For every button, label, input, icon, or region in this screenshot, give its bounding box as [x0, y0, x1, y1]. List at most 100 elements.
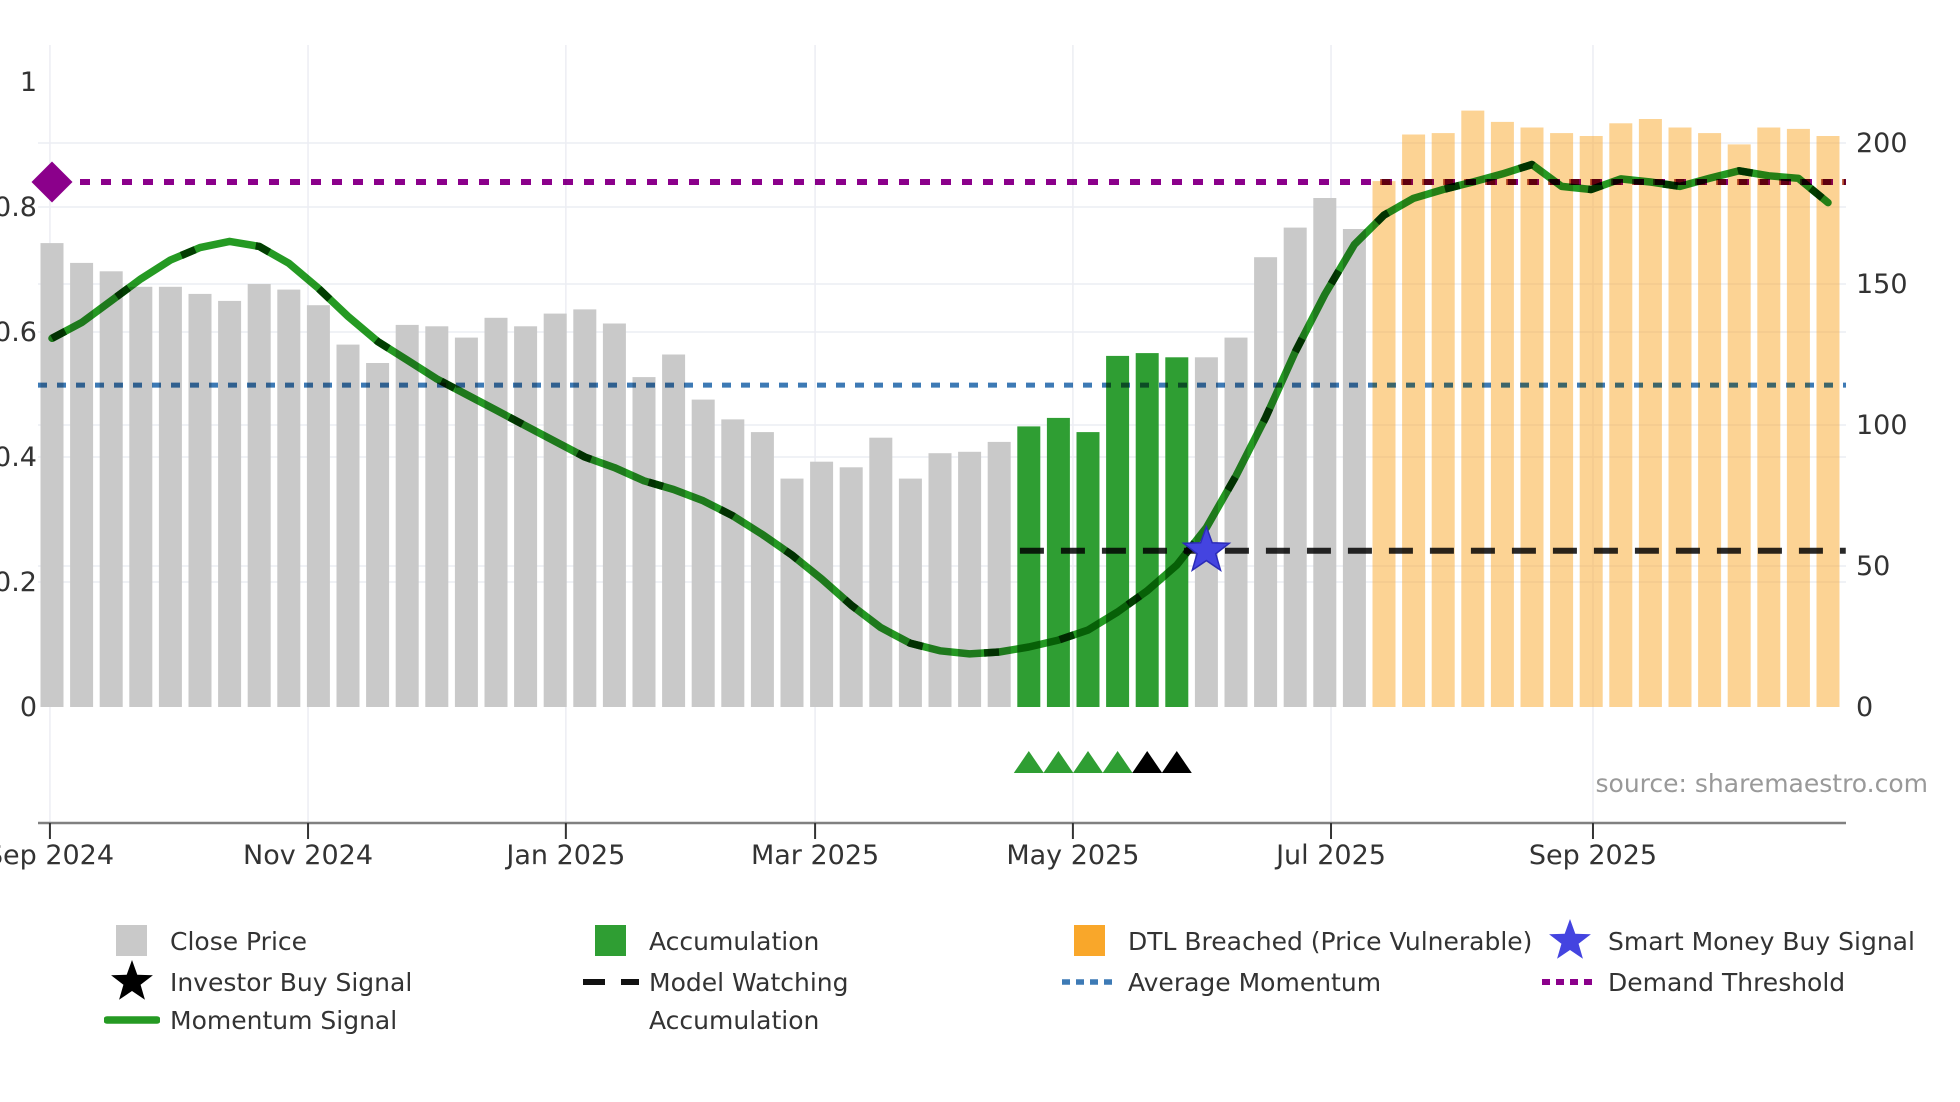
right-axis-tick-label: 50	[1856, 551, 1890, 582]
left-axis-tick-label: 0.8	[0, 192, 37, 223]
close-price-bar	[366, 363, 390, 707]
close-price-bar	[869, 437, 893, 707]
close-price-bar	[277, 289, 301, 707]
smart-money-buy-star-icon	[1181, 524, 1232, 572]
x-tick-label: Nov 2024	[243, 840, 373, 871]
x-tick-label: Jul 2025	[1274, 840, 1386, 871]
x-tick-label: Sep 2024	[0, 840, 114, 871]
close-price-bar	[810, 461, 834, 707]
close-price-bar	[602, 323, 626, 707]
accumulation-triangle-icon	[1073, 751, 1103, 773]
demand-threshold-diamond-icon	[31, 161, 73, 203]
accumulation-triangle-icon	[1102, 751, 1133, 773]
legend-label-close-price: Close Price	[170, 926, 308, 956]
dtl-breached-bar	[1638, 119, 1662, 707]
accumulation-triangle-icon	[1013, 751, 1044, 773]
purple-dotted-line-icon	[1542, 960, 1598, 1004]
dtl-breached-bar	[1461, 110, 1485, 708]
x-tick-label: Mar 2025	[751, 840, 879, 871]
x-tick-label: Sep 2025	[1529, 840, 1657, 871]
close-price-bar	[158, 286, 182, 707]
source-note: source: sharemaestro.com	[1596, 769, 1929, 798]
x-tick-label: May 2025	[1006, 840, 1139, 871]
dtl-breached-bar	[1431, 133, 1455, 708]
close-price-bar	[129, 286, 153, 707]
left-axis-tick-label: 1	[20, 67, 37, 98]
close-price-bar	[99, 271, 123, 707]
accumulation-bar	[1076, 432, 1100, 707]
dtl-breached-bar	[1698, 133, 1722, 708]
right-axis-tick-label: 200	[1856, 128, 1908, 159]
legend-label-investor-buy-signal: Investor Buy Signal	[170, 967, 413, 997]
accumulation-bar	[1165, 357, 1189, 707]
dtl-breached-bar	[1372, 181, 1396, 708]
close-price-bar	[1283, 227, 1307, 707]
legend-label-model-watching: Model Watching	[649, 967, 849, 997]
dtl-breached-bar	[1402, 134, 1426, 707]
close-price-bar	[662, 354, 686, 707]
close-price-bar	[1224, 337, 1248, 707]
orange-square-icon	[1062, 919, 1118, 963]
x-tick-label: Jan 2025	[504, 840, 625, 871]
close-price-bar	[721, 419, 745, 707]
close-price-bar	[543, 313, 567, 707]
dtl-breached-bar	[1727, 144, 1751, 707]
close-price-bar	[425, 326, 449, 707]
blue-star-icon	[1542, 919, 1598, 963]
right-axis-tick-label: 100	[1856, 410, 1908, 441]
legend-label-dtl-breached: DTL Breached (Price Vulnerable)	[1128, 926, 1533, 956]
close-price-bar	[218, 300, 242, 707]
dtl-breached-bar	[1757, 127, 1781, 707]
green-square-icon	[583, 919, 639, 963]
momentum-line-dash-overlay	[50, 160, 1831, 658]
close-price-swatch-icon	[104, 919, 160, 963]
green-line-icon	[104, 998, 160, 1042]
close-price-bar	[632, 377, 656, 707]
close-price-bar	[40, 243, 64, 707]
legend-item-investor-buy-signal: Investor Buy Signal	[104, 960, 412, 1004]
close-price-bar	[573, 309, 597, 707]
close-price-bar	[898, 478, 922, 707]
close-price-bar	[750, 432, 774, 707]
close-price-bar	[987, 441, 1011, 707]
legend-label-smart-money-buy-signal: Smart Money Buy Signal	[1608, 926, 1915, 956]
close-price-bar	[780, 478, 804, 707]
close-price-bar	[1313, 198, 1337, 707]
black-star-icon	[104, 960, 160, 1004]
accumulation-bar	[1106, 355, 1130, 707]
close-price-bar	[691, 399, 715, 707]
close-price-bar	[928, 453, 952, 707]
dtl-breached-bar	[1550, 133, 1574, 708]
legend-item-dtl-breached: DTL Breached (Price Vulnerable)	[1062, 919, 1532, 963]
left-axis-tick-label: 0.6	[0, 317, 37, 348]
legend-item-smart-money-buy-signal: Smart Money Buy Signal	[1542, 919, 1915, 963]
legend-item-accumulation-bar: Accumulation	[583, 919, 819, 963]
legend-item-momentum-signal: Momentum Signal	[104, 998, 397, 1042]
close-price-bar	[395, 324, 419, 707]
dtl-breached-bar	[1816, 136, 1840, 707]
right-axis-tick-label: 150	[1856, 269, 1908, 300]
dtl-breached-bar	[1609, 123, 1633, 708]
close-price-bar	[958, 451, 982, 707]
close-price-bar	[247, 284, 271, 707]
dtl-breached-bar	[1786, 128, 1810, 707]
legend-label-average-momentum: Average Momentum	[1128, 967, 1382, 997]
left-axis-tick-label: 0.2	[0, 567, 37, 598]
close-price-bar	[454, 337, 478, 707]
close-price-bar	[188, 293, 212, 707]
left-axis-tick-label: 0.4	[0, 442, 37, 473]
black-dash-icon	[583, 960, 639, 1004]
legend-label-demand-threshold: Demand Threshold	[1608, 967, 1846, 997]
dtl-breached-bar	[1668, 127, 1692, 707]
legend-item-accumulation-marker: Accumulation	[583, 998, 819, 1042]
accumulation-bar	[1017, 426, 1041, 707]
legend-item-average-momentum: Average Momentum	[1062, 960, 1381, 1004]
close-price-bar	[1342, 229, 1366, 707]
legend-item-model-watching: Model Watching	[583, 960, 849, 1004]
marker-triangle-black-icon	[1161, 751, 1192, 773]
dtl-breached-bar	[1490, 121, 1514, 707]
close-price-bar	[336, 344, 360, 707]
green-triangle-icon	[583, 998, 639, 1042]
right-axis-tick-label: 0	[1856, 692, 1873, 723]
